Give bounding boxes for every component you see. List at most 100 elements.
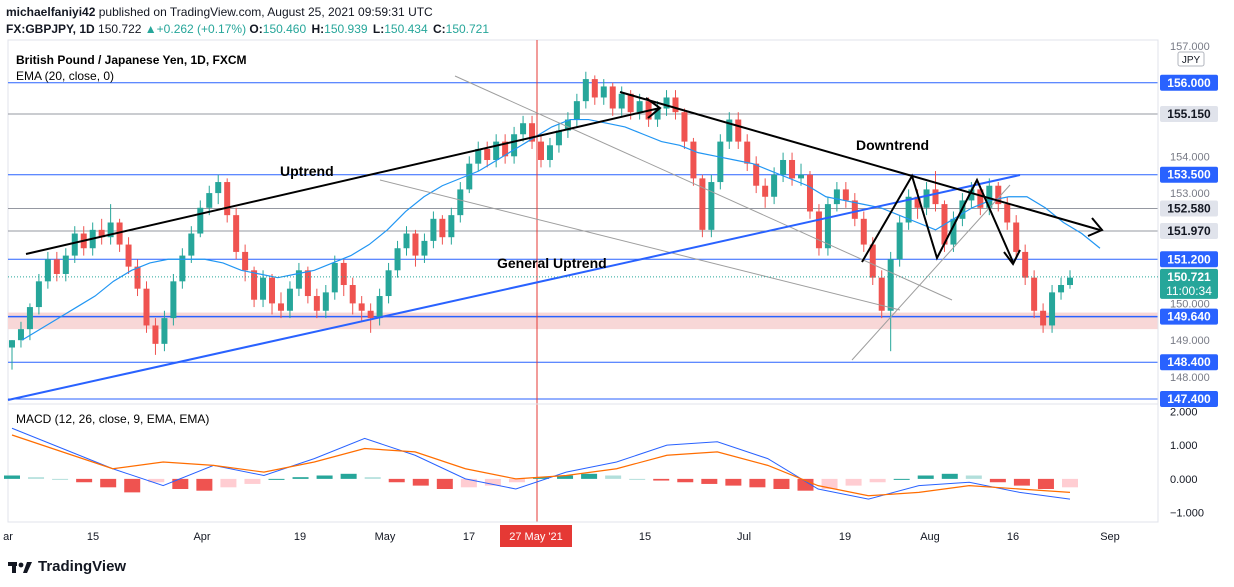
macd-histogram-bar: [124, 478, 141, 493]
candle-body: [529, 123, 536, 142]
candle-body: [600, 86, 607, 98]
candle-body: [762, 185, 769, 197]
macd-histogram-bar: [629, 478, 646, 480]
candle-body: [53, 259, 60, 274]
candle-body: [699, 178, 706, 230]
candle-body: [206, 193, 213, 208]
macd-histogram-bar: [172, 478, 189, 489]
low-value: 150.434: [384, 22, 428, 36]
candle-body: [322, 292, 329, 311]
candle-body: [385, 270, 392, 297]
candle-body: [9, 340, 15, 348]
candle-body: [914, 196, 921, 208]
macd-histogram-bar: [268, 478, 285, 480]
candle-body: [107, 222, 114, 238]
candle-body: [1049, 292, 1056, 326]
publish-line: michaelfaniyi42 published on TradingView…: [6, 4, 491, 21]
macd-histogram-bar: [52, 478, 69, 480]
countdown-timer: 11:00:34: [1166, 284, 1212, 298]
candle-body: [493, 141, 500, 160]
triangle-up-icon: ▲: [144, 22, 157, 36]
candle-body: [690, 141, 697, 179]
zigzag-arrowhead: [1003, 249, 1021, 266]
candle-body: [224, 182, 231, 216]
symbol-line: FX:GBPJPY, 1D 150.722 ▲+0.262 (+0.17%) O…: [6, 21, 491, 38]
macd-tick-label: 0.000: [1170, 474, 1198, 486]
macd-histogram-bar: [1013, 478, 1030, 486]
current-price-badge: [1160, 268, 1218, 299]
time-label: May: [375, 531, 396, 543]
macd-tick-label: 1.000: [1170, 440, 1198, 452]
candle-body: [860, 218, 867, 245]
channel-line-rising: [851, 184, 1011, 361]
candle-body: [1040, 310, 1047, 326]
macd-histogram-bar: [989, 478, 1006, 483]
candle-body: [968, 189, 975, 201]
macd-histogram-bar: [388, 478, 405, 483]
time-label: Sep: [1100, 531, 1120, 543]
candle-body: [878, 277, 885, 311]
general-uptrend-line: [7, 174, 1021, 401]
candle-body: [1022, 251, 1029, 278]
candle-body: [331, 262, 338, 293]
level-badge-label: 151.200: [1167, 252, 1211, 266]
candle-body: [780, 159, 787, 175]
candle-body: [376, 296, 383, 319]
candle-body: [62, 255, 69, 274]
macd-histogram-bar: [893, 478, 910, 480]
candle-body: [44, 259, 51, 282]
signal-line: [11, 434, 1071, 497]
macd-tick-label: −1.000: [1170, 508, 1204, 520]
candle-body: [475, 148, 482, 164]
candle-body: [573, 101, 580, 120]
level-badge: [1160, 222, 1218, 239]
macd-histogram-bar: [436, 478, 453, 489]
candle-body: [950, 218, 957, 245]
downtrend-arrowhead: [1087, 217, 1104, 237]
uptrend-label: Uptrend: [280, 163, 334, 179]
macd-legend: MACD (12, 26, close, 9, EMA, EMA): [16, 412, 209, 426]
candle-body: [555, 130, 562, 146]
macd-histogram-bar: [725, 478, 742, 486]
macd-histogram-bar: [340, 473, 357, 479]
candle-body: [896, 222, 903, 260]
candle-body: [538, 141, 544, 160]
candle-body: [439, 218, 446, 238]
macd-histogram-bar: [244, 478, 261, 484]
candle-body: [233, 215, 240, 252]
level-badge-label: 155.150: [1167, 107, 1211, 121]
candle-body: [403, 233, 410, 249]
time-label: 16: [1007, 531, 1019, 543]
macd-histogram-bar: [965, 475, 982, 479]
level-badge-label: 147.400: [1167, 392, 1211, 406]
candle-body: [251, 270, 258, 300]
candle-body: [591, 79, 598, 98]
time-label: ar: [3, 531, 13, 543]
level-badge: [1160, 251, 1218, 268]
candle-body: [1013, 222, 1020, 252]
macd-histogram-bar: [220, 478, 237, 488]
candle-body: [546, 145, 553, 160]
candle-body: [1067, 277, 1073, 286]
candle-body: [726, 119, 733, 142]
time-label: 15: [639, 531, 651, 543]
macd-histogram-bar: [845, 478, 862, 486]
macd-histogram-bar: [557, 475, 574, 479]
last-price: 150.722: [98, 22, 142, 36]
candle-body: [277, 303, 284, 311]
candle-body: [663, 97, 670, 109]
candle-body: [179, 255, 186, 282]
channel-line-lower: [379, 179, 901, 311]
currency-badge: [1177, 51, 1205, 67]
candle-body: [448, 215, 455, 238]
support-zone: [8, 312, 1158, 330]
candle-body: [815, 211, 822, 249]
macd-histogram-bar: [533, 477, 549, 479]
candle-body: [358, 303, 365, 311]
level-badge-label: 156.000: [1167, 76, 1211, 90]
level-badge-label: 148.400: [1167, 355, 1211, 369]
candle-body: [806, 174, 813, 212]
macd-line: [11, 427, 1071, 500]
candle-body: [654, 108, 661, 120]
